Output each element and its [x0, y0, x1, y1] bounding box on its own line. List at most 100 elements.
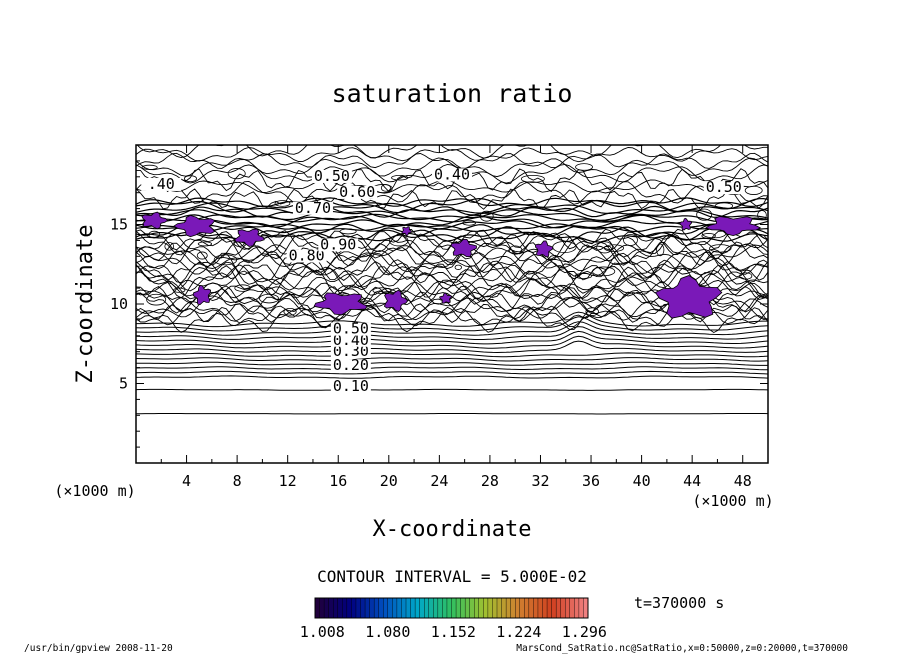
- x-axis-label: X-coordinate: [373, 517, 532, 542]
- contour-closed-loop: [462, 220, 477, 226]
- contour-label: 0.50: [706, 178, 742, 196]
- contour-closed-loop: [339, 228, 357, 235]
- chart-title: saturation ratio: [332, 79, 573, 108]
- colorbar-swatch: [328, 597, 334, 619]
- footer-right: MarsCond_SatRatio.nc@SatRatio,x=0:50000,…: [516, 643, 848, 654]
- contour-closed-loop: [656, 243, 665, 257]
- contour-label-bg: [318, 238, 359, 252]
- colorbar-swatch: [428, 597, 434, 619]
- contour-line: [136, 330, 768, 345]
- contour-line: [136, 335, 768, 349]
- colorbar: [314, 597, 589, 619]
- x-axis-ticks: 4 8 12 16 20 24 28 32 36 40 44 48: [160, 145, 752, 490]
- contour-line: [136, 230, 768, 256]
- contour-line: [136, 145, 768, 159]
- contour-closed-loop: [259, 293, 279, 304]
- colorbar-swatch: [401, 597, 407, 619]
- colorbar-swatch: [569, 597, 575, 619]
- contour-label: 0.40: [434, 165, 470, 183]
- x-tick-label: 44: [683, 472, 701, 490]
- x-tick-label: 16: [329, 472, 347, 490]
- contour-line: [136, 305, 768, 328]
- colorbar-swatch: [487, 597, 493, 619]
- contour-closed-loop: [173, 287, 186, 293]
- contour-closed-loop: [603, 244, 625, 252]
- contour-closed-loop: [585, 307, 599, 316]
- contour-line: [136, 375, 768, 379]
- contour-line: [136, 163, 768, 184]
- colorbar-swatch: [342, 597, 348, 619]
- contour-closed-loop: [596, 241, 614, 254]
- contour-label-bg: [330, 344, 371, 358]
- colorbar-label: 1.080: [365, 623, 410, 641]
- contour-label: 0.70: [295, 199, 331, 217]
- contour-closed-loop: [592, 266, 616, 277]
- contour-label-bg: [141, 177, 182, 191]
- contour-line: [136, 233, 768, 267]
- contour-label-bg: [337, 185, 378, 199]
- contour-label: 0.60: [339, 183, 375, 201]
- colorbar-swatch: [551, 597, 557, 619]
- colorbar-swatch: [405, 597, 412, 619]
- contour-closed-loop: [520, 174, 545, 183]
- colorbar-swatch: [396, 597, 402, 619]
- colorbar-swatch: [410, 597, 416, 619]
- colorbar-swatch: [437, 597, 443, 619]
- colorbar-swatch: [492, 597, 498, 619]
- colorbar-swatch: [524, 597, 530, 619]
- colorbar-swatch: [546, 597, 553, 619]
- contour-label-bg: [330, 333, 371, 347]
- contour-label: .40: [148, 175, 175, 193]
- contour-closed-loop: [757, 210, 767, 221]
- colorbar-swatch: [355, 597, 362, 619]
- colorbar-label: 1.296: [562, 623, 607, 641]
- colorbar-swatch: [433, 597, 439, 619]
- supersaturated-region: [234, 228, 265, 247]
- colorbar-swatch: [469, 597, 475, 619]
- contour-line: [136, 208, 768, 222]
- colorbar-swatch: [451, 597, 457, 619]
- contour-closed-loop: [227, 168, 246, 180]
- x-tick-label: 20: [380, 472, 398, 490]
- contour-line: [136, 157, 768, 178]
- contour-line: [136, 152, 768, 169]
- x-tick-label: 24: [430, 472, 448, 490]
- contour-closed-loop: [196, 251, 208, 260]
- colorbar-swatch: [542, 597, 548, 619]
- x-tick-label: 40: [633, 472, 651, 490]
- colorbar-swatch: [537, 597, 544, 619]
- colorbar-swatch: [387, 597, 393, 619]
- contour-closed-loop: [213, 254, 238, 266]
- supersaturated-region: [313, 292, 368, 316]
- contour-line: [136, 264, 768, 292]
- contour-line: [136, 366, 768, 371]
- contour-closed-loop: [283, 308, 297, 316]
- contour-label-bg: [330, 322, 371, 336]
- colorbar-swatch: [419, 597, 425, 619]
- contour-closed-loop: [234, 284, 251, 292]
- contour-closed-loop: [575, 163, 593, 171]
- contour-label-bg: [432, 168, 472, 182]
- contour-closed-loop: [141, 164, 158, 170]
- contour-closed-loop: [744, 185, 763, 195]
- colorbar-swatch: [333, 597, 339, 619]
- contour-closed-loop: [388, 235, 409, 247]
- contour-line: [136, 326, 768, 340]
- colorbar-swatch: [442, 597, 448, 619]
- contour-line: [136, 321, 768, 336]
- colorbar-swatch: [578, 597, 584, 619]
- contour-line: [136, 291, 768, 314]
- colorbar-swatch: [533, 597, 539, 619]
- contour-line: [136, 357, 768, 362]
- colorbar-swatch: [337, 597, 343, 619]
- y-tick-label: 5: [119, 375, 128, 393]
- supersaturated-region: [535, 240, 554, 258]
- colorbar-swatch: [373, 597, 380, 619]
- contour-label-bg: [292, 201, 333, 215]
- contour-label-bg: [330, 379, 371, 393]
- colorbar-swatch: [474, 597, 480, 619]
- colorbar-frame: [314, 597, 589, 619]
- contour-plot-area: 0.100.200.300.400.500.400.500.600.700.80…: [110, 144, 769, 490]
- contour-line: [136, 244, 768, 270]
- colorbar-swatch: [346, 597, 352, 619]
